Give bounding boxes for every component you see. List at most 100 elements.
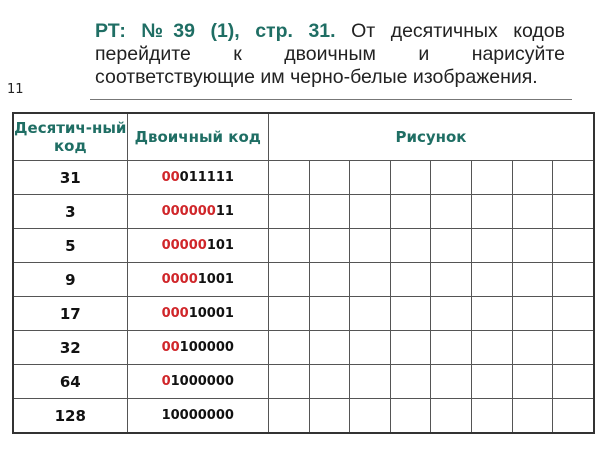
binary-table: Десятич-ный код Двоичный код Рисунок 31 0… — [12, 112, 595, 434]
pixel-cell[interactable] — [389, 296, 432, 331]
divider — [90, 99, 572, 100]
table-row: 17 00010001 — [12, 296, 595, 331]
pixel-cell[interactable] — [552, 364, 595, 399]
pixel-cell[interactable] — [430, 296, 473, 331]
pixel-cell[interactable] — [389, 330, 432, 365]
significant-bits: 1001 — [197, 272, 234, 287]
table-row: 32 00100000 — [12, 330, 595, 365]
table-row: 5 00000101 — [12, 228, 595, 263]
significant-bits: 100000 — [179, 340, 234, 355]
pixel-cell[interactable] — [389, 364, 432, 399]
table-row: 64 01000000 — [12, 364, 595, 399]
leading-zeros: 000000 — [161, 204, 216, 219]
pixel-cell[interactable] — [430, 160, 473, 195]
decimal-code: 31 — [12, 160, 128, 195]
pixel-cell[interactable] — [308, 262, 351, 297]
pixel-cell[interactable] — [349, 228, 391, 263]
pixel-cell[interactable] — [552, 228, 595, 263]
pixel-cell[interactable] — [349, 296, 391, 331]
pixel-cell[interactable] — [430, 228, 473, 263]
pixel-cell[interactable] — [471, 262, 513, 297]
pixel-cell[interactable] — [552, 330, 595, 365]
task-reference: РТ: №39 (1), стр. 31. — [95, 20, 336, 42]
binary-code: 01000000 — [126, 364, 269, 399]
pixel-cell[interactable] — [349, 398, 391, 434]
pixel-cell[interactable] — [349, 262, 391, 297]
table-row: 9 00001001 — [12, 262, 595, 297]
task-title: РТ: №39 (1), стр. 31. От десятичных кодо… — [95, 20, 565, 89]
pixel-cell[interactable] — [267, 398, 310, 434]
pixel-cell[interactable] — [389, 194, 432, 229]
task-text: От десятичных кодов перейдите к двоичным… — [95, 20, 566, 88]
pixel-cell[interactable] — [308, 296, 351, 331]
pixel-cell[interactable] — [511, 194, 554, 229]
pixel-cell[interactable] — [471, 160, 513, 195]
binary-code: 10000000 — [126, 398, 269, 434]
pixel-cell[interactable] — [308, 364, 351, 399]
pixel-cell[interactable] — [267, 296, 310, 331]
pixel-cell[interactable] — [430, 262, 473, 297]
pixel-cell[interactable] — [552, 160, 595, 195]
pixel-cell[interactable] — [430, 398, 473, 434]
pixel-cell[interactable] — [389, 262, 432, 297]
pixel-cell[interactable] — [389, 228, 432, 263]
decimal-code: 128 — [12, 398, 128, 434]
pixel-cell[interactable] — [511, 160, 554, 195]
pixel-cell[interactable] — [308, 398, 351, 434]
slide-number: 11 — [7, 82, 24, 97]
pixel-cell[interactable] — [511, 262, 554, 297]
significant-bits: 10001 — [188, 306, 234, 321]
pixel-cell[interactable] — [552, 398, 595, 434]
header-binary: Двоичный код — [126, 112, 269, 161]
binary-code: 00010001 — [126, 296, 269, 331]
leading-zeros: 00 — [161, 340, 180, 355]
pixel-cell[interactable] — [552, 296, 595, 331]
pixel-cell[interactable] — [430, 364, 473, 399]
pixel-cell[interactable] — [471, 364, 513, 399]
pixel-cell[interactable] — [511, 398, 554, 434]
header-decimal: Десятич-ный код — [12, 112, 128, 161]
significant-bits: 011111 — [179, 170, 234, 185]
pixel-cell[interactable] — [552, 194, 595, 229]
pixel-cell[interactable] — [308, 160, 351, 195]
pixel-cell[interactable] — [552, 262, 595, 297]
significant-bits: 10000000 — [161, 408, 234, 423]
pixel-cell[interactable] — [308, 194, 351, 229]
pixel-cell[interactable] — [308, 330, 351, 365]
pixel-cell[interactable] — [471, 398, 513, 434]
pixel-cell[interactable] — [430, 194, 473, 229]
pixel-cell[interactable] — [471, 228, 513, 263]
binary-code: 00001001 — [126, 262, 269, 297]
header-row: Десятич-ный код Двоичный код Рисунок — [12, 112, 595, 161]
pixel-cell[interactable] — [267, 364, 310, 399]
pixel-cell[interactable] — [389, 160, 432, 195]
pixel-cell[interactable] — [511, 228, 554, 263]
pixel-cell[interactable] — [308, 228, 351, 263]
significant-bits: 1000000 — [170, 374, 234, 389]
pixel-cell[interactable] — [349, 160, 391, 195]
pixel-cell[interactable] — [349, 194, 391, 229]
pixel-cell[interactable] — [511, 364, 554, 399]
leading-zeros: 0000 — [161, 272, 198, 287]
pixel-cell[interactable] — [267, 228, 310, 263]
decimal-code: 64 — [12, 364, 128, 399]
pixel-cell[interactable] — [430, 330, 473, 365]
pixel-cell[interactable] — [267, 330, 310, 365]
pixel-cell[interactable] — [267, 160, 310, 195]
pixel-cell[interactable] — [471, 296, 513, 331]
pixel-cell[interactable] — [349, 364, 391, 399]
binary-code: 00000101 — [126, 228, 269, 263]
pixel-cell[interactable] — [389, 398, 432, 434]
decimal-code: 5 — [12, 228, 128, 263]
decimal-code: 32 — [12, 330, 128, 365]
pixel-cell[interactable] — [471, 194, 513, 229]
pixel-cell[interactable] — [471, 330, 513, 365]
pixel-cell[interactable] — [267, 262, 310, 297]
table-row: 128 10000000 — [12, 398, 595, 434]
decimal-code: 3 — [12, 194, 128, 229]
pixel-cell[interactable] — [349, 330, 391, 365]
pixel-cell[interactable] — [511, 296, 554, 331]
decimal-code: 17 — [12, 296, 128, 331]
pixel-cell[interactable] — [511, 330, 554, 365]
pixel-cell[interactable] — [267, 194, 310, 229]
